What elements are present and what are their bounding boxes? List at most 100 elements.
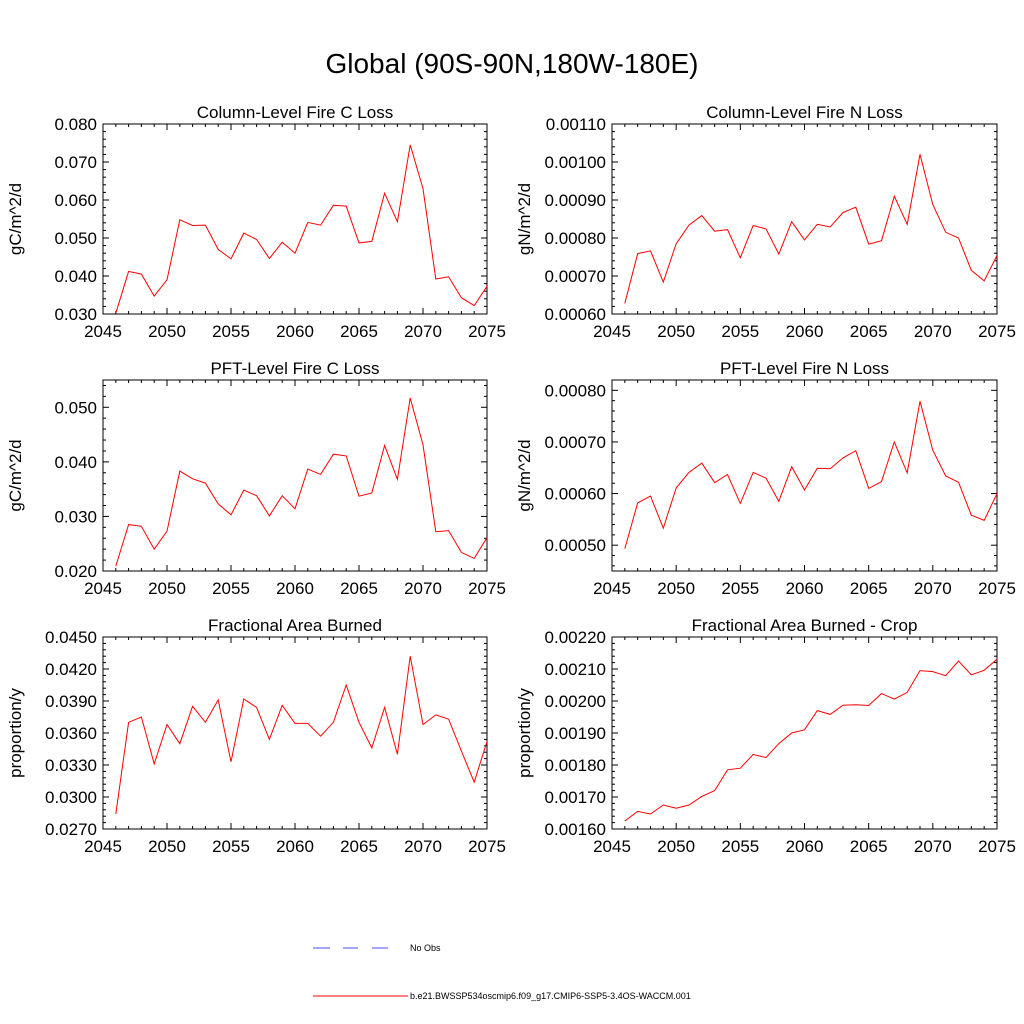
y-tick-label: 0.00160 [545, 820, 606, 839]
x-tick-label: 2050 [148, 322, 186, 341]
x-tick-label: 2045 [593, 579, 631, 598]
y-tick-label: 0.040 [54, 453, 97, 472]
y-tick-label: 0.00060 [545, 305, 606, 324]
x-tick-label: 2060 [276, 579, 314, 598]
x-tick-label: 2060 [786, 579, 824, 598]
panel-fractional-area-burned: Fractional Area Burned proportion/y 2045 20… [6, 616, 506, 856]
x-tick-label: 2075 [978, 322, 1016, 341]
x-tick-label: 2045 [84, 579, 122, 598]
x-tick-label: 2045 [84, 322, 122, 341]
panel-title: Column-Level Fire N Loss [706, 103, 903, 122]
y-tick-label: 0.00210 [545, 660, 606, 679]
x-tick-label: 2070 [404, 579, 442, 598]
panel-title: PFT-Level Fire C Loss [210, 359, 379, 378]
x-tick-label: 2070 [914, 837, 952, 856]
y-tick-label: 0.060 [54, 191, 97, 210]
x-tick-label: 2065 [850, 322, 888, 341]
panel-fractional-area-burned-crop: Fractional Area Burned - Crop proportion/… [515, 616, 1016, 856]
y-tick-label: 0.050 [54, 229, 97, 248]
y-tick-label: 0.0300 [45, 788, 97, 807]
y-axis-label: proportion/y [6, 688, 25, 778]
x-tick-label: 2060 [276, 322, 314, 341]
plot-frame [102, 123, 488, 315]
x-tick-label: 2055 [721, 579, 759, 598]
y-tick-label: 0.00200 [545, 692, 606, 711]
y-tick-label: 0.00100 [545, 153, 606, 172]
y-tick-label: 0.00110 [546, 115, 606, 134]
x-tick-label: 2055 [212, 322, 250, 341]
x-tick-label: 2075 [978, 837, 1016, 856]
x-tick-label: 2050 [148, 579, 186, 598]
x-tick-label: 2050 [657, 322, 695, 341]
y-tick-label: 0.00070 [545, 267, 606, 286]
x-tick-label: 2065 [850, 837, 888, 856]
y-tick-label: 0.0330 [45, 756, 97, 775]
figure-title: Global (90S-90N,180W-180E) [325, 48, 699, 79]
y-axis-label: gN/m^2/d [515, 183, 534, 255]
x-tick-label: 2075 [468, 837, 506, 856]
y-tick-label: 0.0420 [45, 660, 97, 679]
x-tick-label: 2070 [914, 579, 952, 598]
y-tick-label: 0.0450 [45, 628, 97, 647]
y-tick-label: 0.00050 [545, 536, 606, 555]
x-tick-label: 2060 [276, 837, 314, 856]
y-tick-label: 0.00220 [545, 628, 606, 647]
y-tick-label: 0.00190 [545, 724, 606, 743]
y-tick-label: 0.00090 [545, 191, 606, 210]
series-line [115, 397, 488, 567]
y-tick-label: 0.0390 [45, 692, 97, 711]
y-tick-label: 0.040 [54, 267, 97, 286]
x-tick-label: 2065 [340, 322, 378, 341]
x-tick-label: 2045 [84, 837, 122, 856]
y-tick-label: 0.00070 [545, 433, 606, 452]
y-tick-label: 0.030 [54, 507, 97, 526]
y-tick-label: 0.0360 [45, 724, 97, 743]
plot-frame [102, 636, 488, 830]
plot-frame [102, 379, 488, 572]
series-line [115, 144, 488, 314]
panel-pft-level-fire-c-loss: PFT-Level Fire C Loss gC/m^2/d 2045 2050 205… [6, 359, 506, 598]
x-tick-label: 2075 [468, 322, 506, 341]
panel-pft-level-fire-n-loss: PFT-Level Fire N Loss gN/m^2/d 2045 2050 205… [515, 359, 1016, 598]
x-tick-label: 2070 [404, 322, 442, 341]
y-axis-label: proportion/y [515, 688, 534, 778]
panel-title: Fractional Area Burned [208, 616, 382, 635]
y-tick-label: 0.00060 [545, 485, 606, 504]
series-line [624, 658, 998, 822]
x-tick-label: 2065 [850, 579, 888, 598]
x-tick-label: 2060 [786, 322, 824, 341]
y-axis-label: gN/m^2/d [515, 439, 534, 511]
x-tick-label: 2045 [593, 837, 631, 856]
x-tick-label: 2050 [657, 837, 695, 856]
x-tick-label: 2065 [340, 837, 378, 856]
series-line [115, 656, 488, 815]
y-tick-label: 0.00180 [545, 756, 606, 775]
panel-column-level-fire-c-loss: Column-Level Fire C Loss gC/m^2/d 2045 2050… [6, 103, 506, 341]
y-tick-label: 0.00080 [545, 381, 606, 400]
plot-frame [611, 379, 998, 572]
y-tick-label: 0.070 [54, 153, 97, 172]
y-axis-label: gC/m^2/d [6, 439, 25, 511]
y-axis-label: gC/m^2/d [6, 183, 25, 255]
y-tick-label: 0.00080 [545, 229, 606, 248]
x-tick-label: 2055 [721, 837, 759, 856]
y-tick-label: 0.030 [54, 305, 97, 324]
y-tick-label: 0.020 [54, 562, 97, 581]
panel-title: PFT-Level Fire N Loss [720, 359, 889, 378]
y-tick-label: 0.080 [54, 115, 97, 134]
x-tick-label: 2065 [340, 579, 378, 598]
y-tick-label: 0.0270 [45, 820, 97, 839]
x-tick-label: 2055 [721, 322, 759, 341]
x-tick-label: 2050 [148, 837, 186, 856]
x-tick-label: 2075 [468, 579, 506, 598]
x-tick-label: 2075 [978, 579, 1016, 598]
x-tick-label: 2045 [593, 322, 631, 341]
panel-column-level-fire-n-loss: Column-Level Fire N Loss gN/m^2/d 2045 2050… [515, 103, 1016, 341]
y-tick-label: 0.050 [54, 398, 97, 417]
series-line [624, 154, 998, 304]
legend-noobs-label: No Obs [410, 943, 441, 953]
x-tick-label: 2070 [404, 837, 442, 856]
panel-title: Column-Level Fire C Loss [197, 103, 394, 122]
panel-title: Fractional Area Burned - Crop [692, 616, 918, 635]
